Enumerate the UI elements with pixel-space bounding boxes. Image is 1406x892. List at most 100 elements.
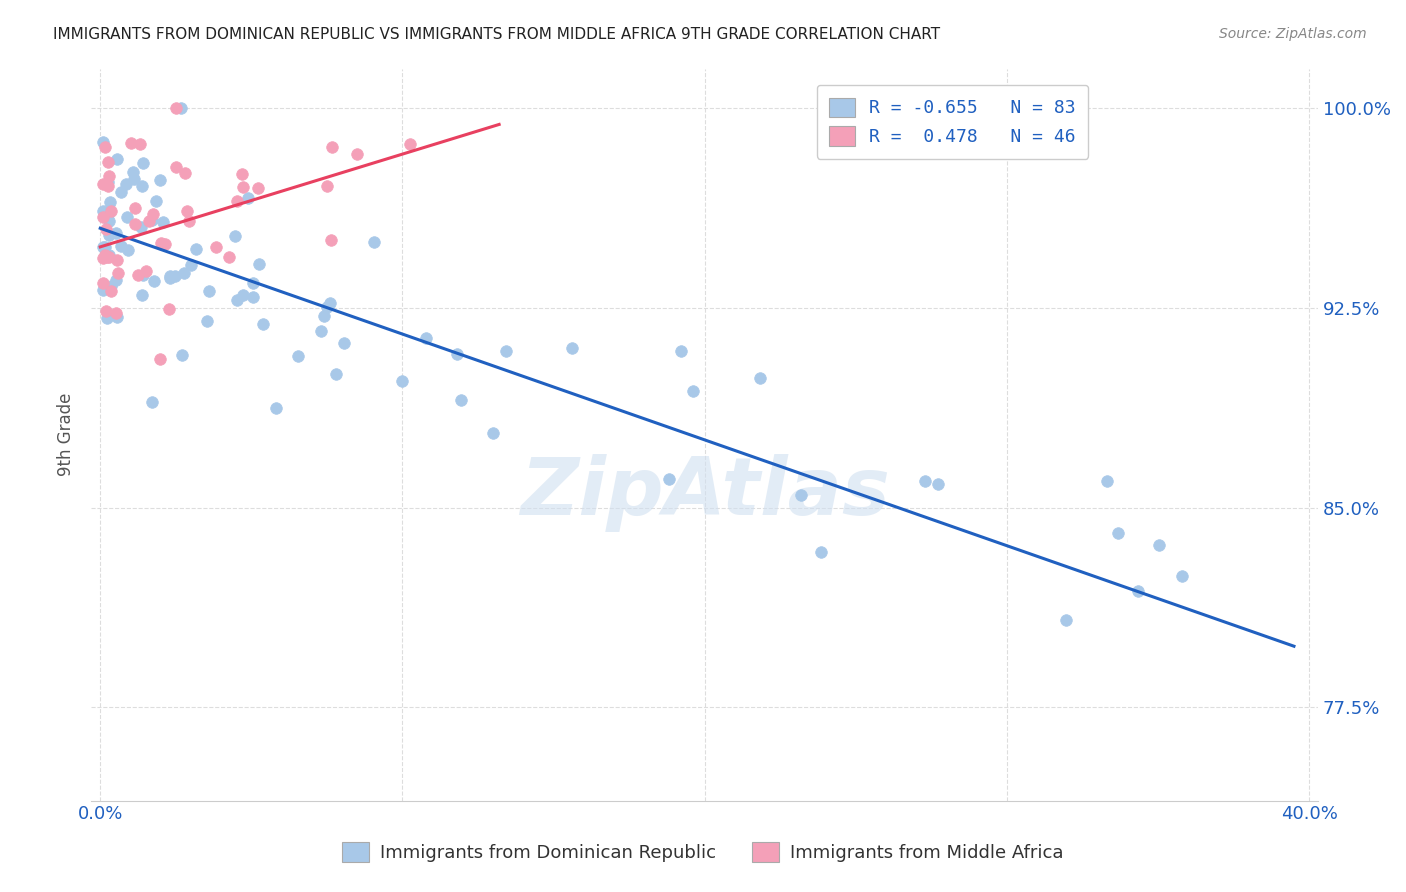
Point — [180, 258, 202, 272]
Point — [264, 401, 287, 416]
Point — [1107, 526, 1129, 541]
Point — [173, 166, 195, 180]
Point — [321, 140, 343, 154]
Point — [122, 172, 145, 186]
Point — [91, 251, 114, 265]
Point — [482, 426, 505, 441]
Point — [96, 311, 118, 326]
Point — [166, 160, 188, 174]
Point — [143, 274, 166, 288]
Point — [748, 370, 770, 384]
Point — [927, 476, 949, 491]
Point — [225, 293, 247, 307]
Point — [142, 206, 165, 220]
Point — [1149, 538, 1171, 552]
Point — [127, 268, 149, 282]
Point — [247, 257, 270, 271]
Point — [1095, 474, 1118, 488]
Point — [1126, 584, 1149, 599]
Point — [450, 392, 472, 407]
Point — [391, 374, 413, 388]
Point — [120, 136, 142, 150]
Point — [1171, 568, 1194, 582]
Point — [204, 239, 226, 253]
Point — [135, 264, 157, 278]
Point — [98, 195, 121, 210]
Point — [98, 169, 121, 184]
Point — [104, 273, 127, 287]
Point — [138, 214, 160, 228]
Point — [96, 250, 118, 264]
Point — [91, 277, 114, 291]
Point — [914, 474, 936, 488]
Point — [1056, 613, 1078, 627]
Point — [104, 226, 127, 240]
Point — [186, 243, 208, 257]
Point — [252, 317, 274, 331]
Point — [810, 545, 832, 559]
Point — [91, 283, 114, 297]
Point — [131, 178, 153, 193]
Point — [132, 268, 155, 282]
Point — [242, 276, 264, 290]
Point — [145, 194, 167, 209]
Point — [231, 167, 253, 181]
Point — [105, 310, 128, 324]
Point — [225, 194, 247, 208]
Point — [165, 268, 187, 283]
Point — [117, 244, 139, 258]
Point — [94, 240, 117, 254]
Point — [218, 250, 240, 264]
Point — [363, 235, 385, 249]
Point — [153, 236, 176, 251]
Point — [97, 214, 120, 228]
Text: ZipAtlas: ZipAtlas — [520, 454, 890, 533]
Point — [149, 173, 172, 187]
Point — [131, 288, 153, 302]
Point — [346, 147, 368, 161]
Point — [242, 290, 264, 304]
Point — [232, 288, 254, 302]
Point — [198, 284, 221, 298]
Point — [98, 248, 121, 262]
Point — [319, 295, 342, 310]
Point — [236, 191, 259, 205]
Point — [94, 140, 117, 154]
Point — [91, 135, 114, 149]
Point — [124, 201, 146, 215]
Point — [195, 314, 218, 328]
Point — [115, 178, 138, 192]
Point — [159, 268, 181, 283]
Point — [446, 346, 468, 360]
Point — [131, 155, 153, 169]
Point — [100, 285, 122, 299]
Point — [97, 175, 120, 189]
Point — [790, 488, 813, 502]
Point — [94, 222, 117, 236]
Point — [149, 351, 172, 366]
Point — [122, 165, 145, 179]
Point — [97, 154, 120, 169]
Point — [247, 180, 270, 194]
Point — [91, 203, 114, 218]
Point — [399, 136, 422, 151]
Point — [110, 239, 132, 253]
Point — [152, 215, 174, 229]
Point — [129, 136, 152, 151]
Point — [170, 102, 193, 116]
Point — [91, 178, 114, 192]
Point — [105, 153, 128, 167]
Point — [100, 203, 122, 218]
Point — [124, 217, 146, 231]
Point — [97, 206, 120, 220]
Point — [658, 472, 681, 486]
Point — [173, 266, 195, 280]
Point — [141, 213, 163, 227]
Point — [149, 236, 172, 251]
Point — [98, 227, 121, 242]
Point — [107, 253, 129, 268]
Point — [110, 185, 132, 199]
Point — [287, 349, 309, 363]
Point — [319, 233, 342, 247]
Point — [176, 204, 198, 219]
